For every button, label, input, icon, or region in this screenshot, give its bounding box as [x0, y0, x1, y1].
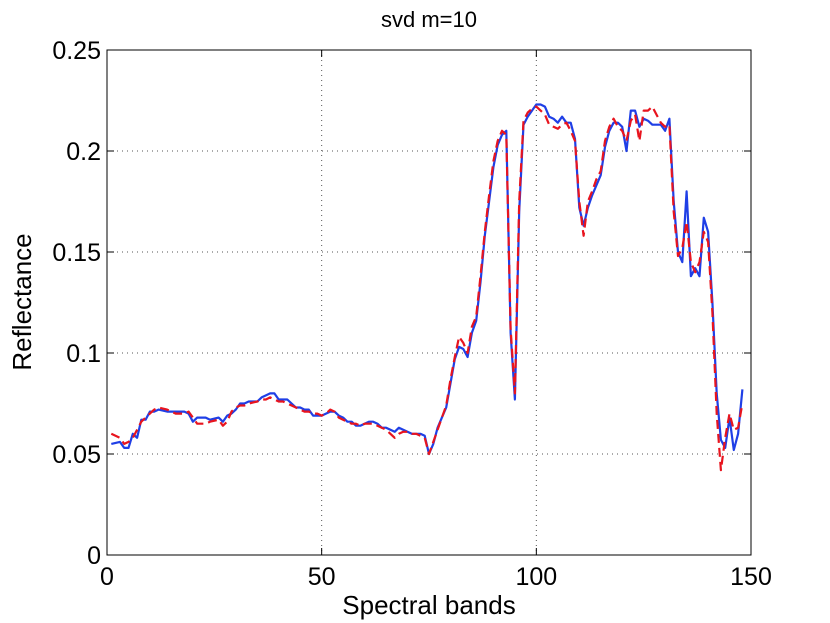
x-tick-label: 150	[730, 563, 772, 591]
plot-frame	[106, 49, 752, 556]
y-tick-label: 0.2	[66, 138, 101, 166]
x-tick-label: 0	[100, 563, 114, 591]
y-tick-label: 0.05	[52, 441, 101, 469]
series-line-solid	[111, 103, 744, 456]
y-tick-label: 0.1	[66, 340, 101, 368]
x-tick-label: 50	[308, 563, 336, 591]
chart-title: svd m=10	[381, 7, 477, 32]
y-tick-label: 0.25	[52, 37, 101, 65]
grid-lines	[107, 50, 751, 555]
series-line-dashed	[110, 105, 744, 472]
y-axis-label: Reflectance	[7, 233, 37, 370]
axis-ticks: 0 50 100 150 0 0.05 0.1 0.15 0.2 0.25	[52, 37, 772, 591]
series-layer	[110, 103, 744, 472]
x-axis-label: Spectral bands	[342, 590, 515, 620]
y-tick-label: 0	[87, 542, 101, 570]
y-tick-label: 0.15	[52, 239, 101, 267]
x-tick-label: 100	[515, 563, 557, 591]
